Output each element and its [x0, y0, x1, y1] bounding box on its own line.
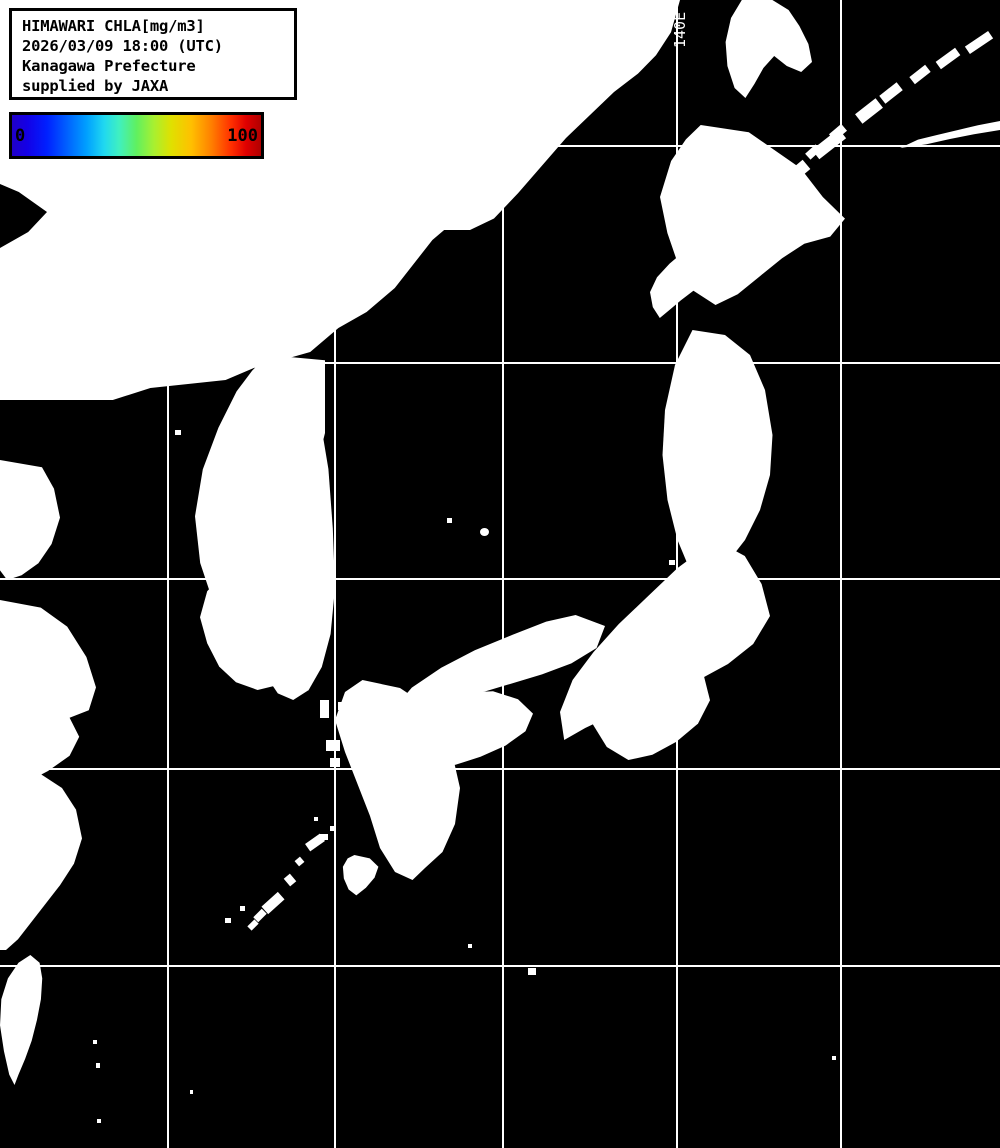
speck-ocean-p	[294, 188, 303, 198]
island-tsushima	[320, 700, 329, 718]
island-small-north	[403, 118, 435, 164]
island-kuril-4	[935, 47, 961, 70]
speck-ocean-o	[604, 705, 609, 709]
gridline-vertical-3	[502, 0, 504, 1148]
landmass-china-coast-mid	[0, 600, 96, 790]
title-region-line: Kanagawa Prefecture	[22, 57, 196, 75]
island-ryukyu-e	[320, 834, 328, 840]
speck-ocean-h	[832, 1056, 836, 1060]
landmask-north-china-band	[380, 0, 680, 230]
speck-ocean-e	[96, 1063, 100, 1068]
gridline-horizontal-3	[0, 578, 1000, 580]
island-goto-a	[326, 740, 340, 751]
landmass-sakhalin	[725, 0, 812, 98]
speck-ocean-d	[93, 1040, 97, 1044]
parallel-label-30n: 30N	[0, 758, 6, 776]
island-jeju	[210, 628, 260, 646]
gridline-vertical-2	[334, 0, 336, 1148]
title-source-line: supplied by JAXA	[22, 77, 169, 95]
speck-ocean-l	[688, 348, 693, 353]
island-ryukyu-f	[330, 826, 335, 831]
parallel-label-40n: 40N	[0, 352, 20, 370]
island-yaeyama	[225, 918, 231, 923]
gridline-vertical-5	[840, 0, 842, 1148]
speck-ocean-j	[20, 240, 25, 245]
title-datetime-line: 2026/03/09 18:00 (UTC)	[22, 37, 223, 55]
speck-ocean-c	[480, 528, 489, 536]
speck-ocean-s	[175, 430, 181, 435]
island-ryukyu-c	[283, 873, 297, 887]
speck-ocean-q	[232, 208, 239, 215]
colorbar-gradient	[12, 115, 261, 156]
speck-ocean-b	[468, 944, 472, 948]
island-speck-a	[405, 4, 411, 10]
meridian-label-140e: 140E	[671, 11, 689, 48]
speck-ocean-f	[97, 1119, 101, 1123]
colorbar-max-label: 100	[227, 126, 258, 146]
gridline-horizontal-5	[0, 965, 1000, 967]
island-ryukyu-b	[247, 919, 259, 931]
title-info-box: HIMAWARI CHLA[mg/m3] 2026/03/09 18:00 (U…	[9, 8, 297, 100]
gridline-vertical-140e	[676, 0, 678, 1148]
speck-ocean-k	[700, 378, 705, 383]
gridline-horizontal-40n	[0, 362, 1000, 364]
speck-ocean-i	[528, 968, 536, 975]
island-kuril-1	[855, 98, 883, 124]
island-kuril-3	[909, 64, 931, 85]
speck-ocean-m	[669, 560, 675, 565]
colorbar-min-label: 0	[15, 126, 26, 146]
island-miyako	[240, 906, 245, 911]
landmass-china-coast-lower	[0, 770, 82, 950]
landmass-china-coast-upper	[0, 460, 60, 580]
landmass-kyushu-south-tip	[342, 855, 379, 896]
island-okinawa	[261, 891, 285, 915]
speck-ocean-t	[447, 518, 452, 523]
gridline-vertical-1	[167, 0, 169, 1148]
island-kuril-5	[964, 30, 994, 55]
speck-ocean-g	[190, 1090, 193, 1094]
speck-ocean-n	[648, 618, 653, 623]
title-product-line: HIMAWARI CHLA[mg/m3]	[22, 17, 205, 35]
island-ryukyu-d	[294, 856, 305, 867]
speck-ocean-a	[314, 817, 318, 821]
island-kuril-2	[879, 82, 903, 104]
landmass-taiwan	[0, 955, 43, 1085]
colorbar: 0 100	[9, 112, 264, 159]
landmass-kamchatka-streak	[900, 121, 1000, 148]
island-iki	[338, 702, 347, 710]
speck-ocean-r	[216, 297, 222, 302]
gridline-horizontal-1	[0, 145, 1000, 147]
gridline-horizontal-30n	[0, 768, 1000, 770]
